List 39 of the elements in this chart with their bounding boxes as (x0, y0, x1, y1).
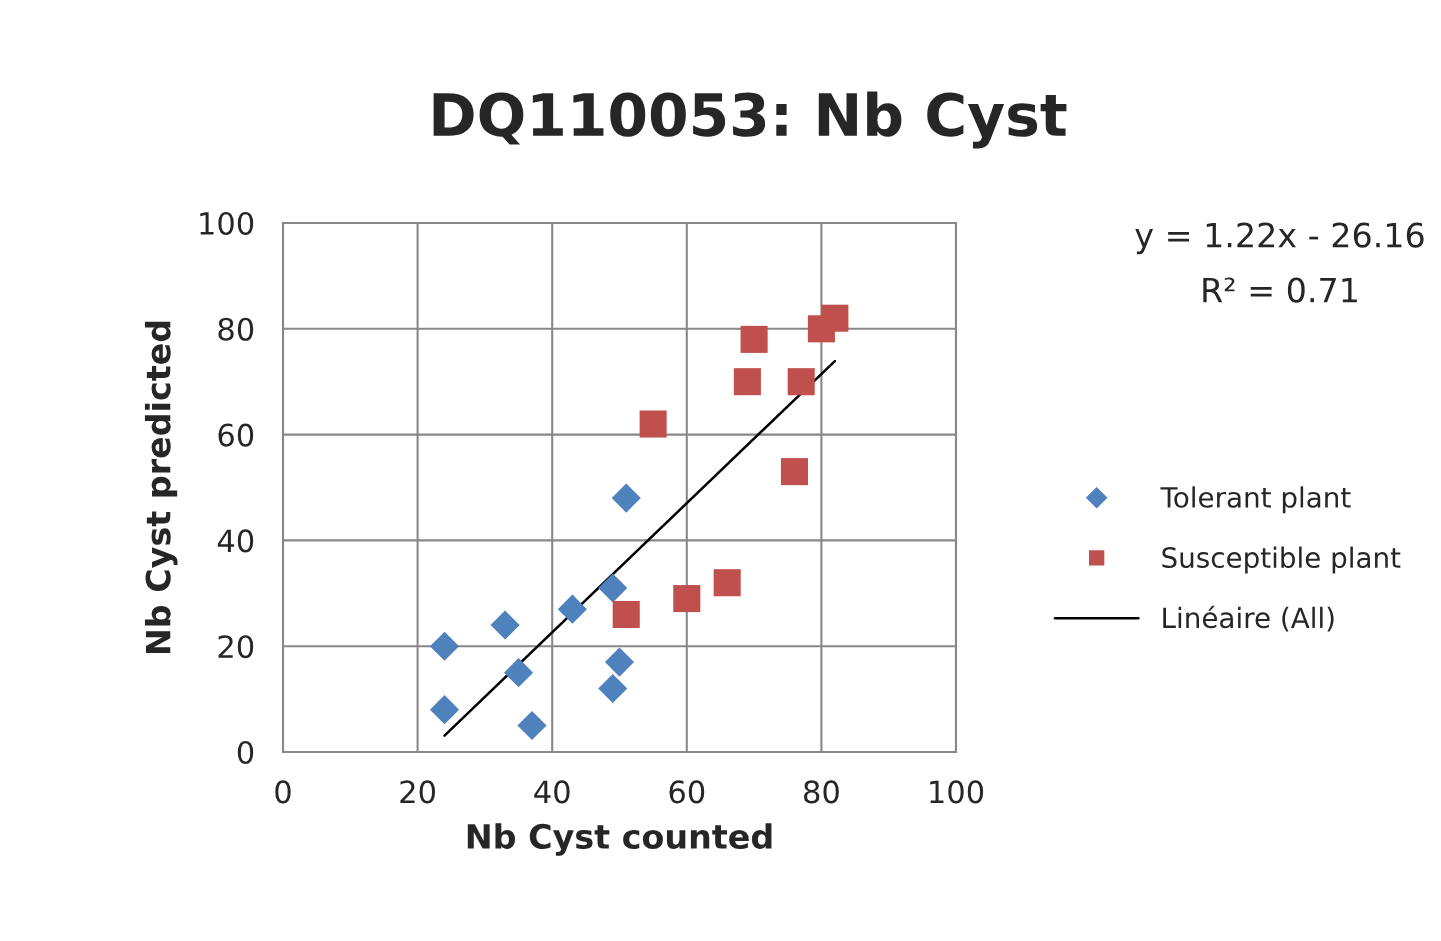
point (604, 647, 635, 677)
point (780, 458, 809, 486)
point (713, 569, 741, 597)
point (503, 658, 534, 688)
point (517, 710, 547, 741)
point (490, 610, 520, 640)
y-tick-label: 60 (218, 423, 254, 447)
point (612, 600, 640, 628)
point (639, 410, 667, 438)
y-tick-label: 20 (218, 635, 254, 659)
y-tick-label: 80 (218, 317, 254, 341)
legend-label: Susceptible plant (1162, 546, 1401, 574)
x-tick-label: 60 (669, 780, 705, 804)
x-tick-label: 100 (930, 780, 984, 804)
legend-label: Linéaire (All) (1163, 605, 1334, 632)
x-tick-label: 80 (804, 780, 839, 804)
y-tick-label: 100 (200, 211, 254, 236)
x-tick-label: 20 (400, 780, 436, 804)
x-tick-label: 40 (534, 780, 570, 804)
point (429, 695, 460, 725)
point (787, 368, 815, 396)
y-axis-title: Nb Cyst predicted (144, 321, 178, 654)
point (611, 483, 641, 513)
y-tick-label: 0 (237, 740, 254, 765)
point (557, 594, 587, 624)
point (429, 631, 460, 661)
text: y = 1.22x - 26.16 (1135, 222, 1424, 255)
point (598, 573, 628, 603)
point (733, 368, 761, 396)
x-axis-title: Nb Cyst counted (467, 823, 772, 856)
point (740, 325, 768, 353)
legend-label: Tolerant plant (1160, 486, 1351, 514)
point (598, 673, 628, 704)
chart-title: DQ110053: Nb Cyst (433, 91, 1067, 149)
y-tick-label: 40 (217, 529, 254, 553)
point (821, 304, 849, 332)
text: R² = 0.71 (1203, 277, 1357, 303)
x-tick-label: 0 (275, 780, 291, 804)
point (673, 585, 701, 613)
